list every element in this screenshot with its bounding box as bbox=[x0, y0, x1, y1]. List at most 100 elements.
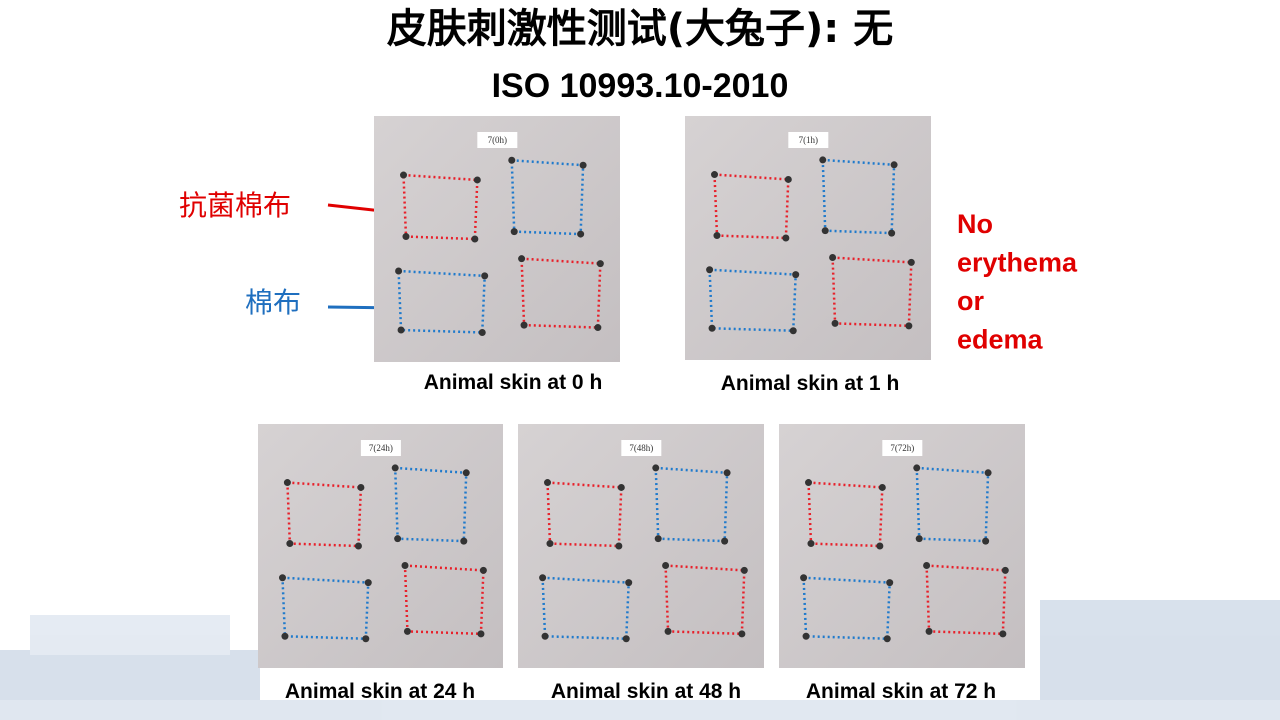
marker-dot bbox=[539, 574, 547, 582]
marker-dot bbox=[713, 232, 721, 240]
marker-dot bbox=[913, 464, 921, 472]
marker-dot bbox=[403, 627, 411, 635]
marker-dot bbox=[596, 260, 604, 268]
marker-dot bbox=[477, 630, 485, 638]
marker-dot bbox=[800, 574, 808, 582]
marker-dot bbox=[510, 228, 518, 236]
marker-dot bbox=[462, 469, 470, 477]
marker-dot bbox=[354, 542, 362, 550]
note-line: or bbox=[957, 286, 984, 316]
marker-dot bbox=[664, 627, 672, 635]
marker-dot bbox=[479, 566, 487, 574]
marker-dot bbox=[662, 562, 670, 570]
marker-dot bbox=[876, 542, 884, 550]
marker-dot bbox=[782, 234, 790, 242]
marker-dot bbox=[784, 175, 792, 183]
photo-tag bbox=[477, 132, 518, 148]
note-line: erythema bbox=[957, 248, 1078, 278]
marker-dot bbox=[915, 535, 923, 543]
marker-dot bbox=[518, 255, 526, 263]
marker-dot bbox=[907, 258, 915, 266]
marker-dot bbox=[286, 540, 294, 548]
photo-label: 7(0h) bbox=[488, 135, 508, 145]
marker-dot bbox=[886, 579, 894, 587]
marker-dot bbox=[508, 156, 516, 164]
title: 皮肤刺激性测试(大兔子): 无 bbox=[387, 6, 893, 52]
marker-dot bbox=[283, 479, 291, 487]
marker-dot bbox=[391, 464, 399, 472]
marker-dot bbox=[460, 537, 468, 545]
test-area bbox=[807, 481, 884, 548]
photo-tag bbox=[882, 440, 923, 456]
marker-dot bbox=[364, 579, 372, 587]
marker-dot bbox=[362, 635, 370, 643]
legend-cotton: 棉布 bbox=[245, 286, 301, 319]
note: No erythema or edema bbox=[957, 209, 1078, 355]
marker-dot bbox=[652, 464, 660, 472]
legend-antibacterial: 抗菌棉布 bbox=[179, 189, 291, 222]
bottom-decoration bbox=[0, 600, 1280, 720]
marker-dot bbox=[789, 327, 797, 335]
test-area bbox=[286, 481, 363, 548]
marker-dot bbox=[984, 469, 992, 477]
test-area bbox=[713, 173, 790, 240]
marker-dot bbox=[577, 230, 585, 238]
note-line: edema bbox=[957, 325, 1044, 355]
marker-dot bbox=[706, 266, 714, 274]
marker-dot bbox=[805, 479, 813, 487]
marker-dot bbox=[831, 319, 839, 327]
marker-dot bbox=[819, 156, 827, 164]
marker-dot bbox=[541, 632, 549, 640]
marker-dot bbox=[520, 321, 528, 329]
photo-label: 7(72h) bbox=[890, 443, 914, 453]
marker-dot bbox=[478, 328, 486, 336]
photo-label: 7(24h) bbox=[369, 443, 393, 453]
photo-label: 7(48h) bbox=[629, 443, 653, 453]
marker-dot bbox=[888, 229, 896, 237]
marker-dot bbox=[579, 161, 587, 169]
marker-dot bbox=[923, 562, 931, 570]
marker-dot bbox=[999, 630, 1007, 638]
marker-dot bbox=[617, 483, 625, 491]
photo-caption: Animal skin at 48 h bbox=[551, 680, 741, 703]
marker-dot bbox=[397, 326, 405, 334]
marker-dot bbox=[738, 630, 746, 638]
marker-dot bbox=[654, 535, 662, 543]
marker-dot bbox=[395, 267, 403, 275]
photo bbox=[258, 424, 503, 668]
marker-dot bbox=[357, 483, 365, 491]
marker-dot bbox=[723, 469, 731, 477]
marker-dot bbox=[400, 171, 408, 179]
marker-dot bbox=[711, 171, 719, 179]
photo-caption: Animal skin at 72 h bbox=[806, 680, 996, 703]
marker-dot bbox=[878, 483, 886, 491]
marker-dot bbox=[481, 272, 489, 280]
marker-dot bbox=[544, 479, 552, 487]
marker-dot bbox=[807, 540, 815, 548]
marker-dot bbox=[721, 537, 729, 545]
photo-caption: Animal skin at 24 h bbox=[285, 680, 475, 703]
photo bbox=[685, 116, 931, 360]
test-area bbox=[546, 481, 623, 548]
marker-dot bbox=[279, 574, 286, 582]
photo-label: 7(1h) bbox=[799, 135, 819, 145]
photo-caption: Animal skin at 0 h bbox=[424, 371, 603, 394]
marker-dot bbox=[982, 537, 990, 545]
marker-dot bbox=[546, 540, 554, 548]
marker-dot bbox=[471, 235, 479, 243]
note-line: No bbox=[957, 209, 993, 239]
marker-dot bbox=[401, 562, 409, 570]
subtitle: ISO 10993.10-2010 bbox=[492, 67, 789, 105]
marker-dot bbox=[740, 566, 748, 574]
marker-dot bbox=[394, 535, 402, 543]
marker-dot bbox=[905, 322, 913, 330]
marker-dot bbox=[622, 635, 630, 643]
photo bbox=[374, 116, 620, 362]
photo-tag bbox=[621, 440, 662, 456]
marker-dot bbox=[625, 579, 633, 587]
marker-dot bbox=[1001, 566, 1009, 574]
marker-dot bbox=[615, 542, 623, 550]
marker-dot bbox=[281, 632, 289, 640]
